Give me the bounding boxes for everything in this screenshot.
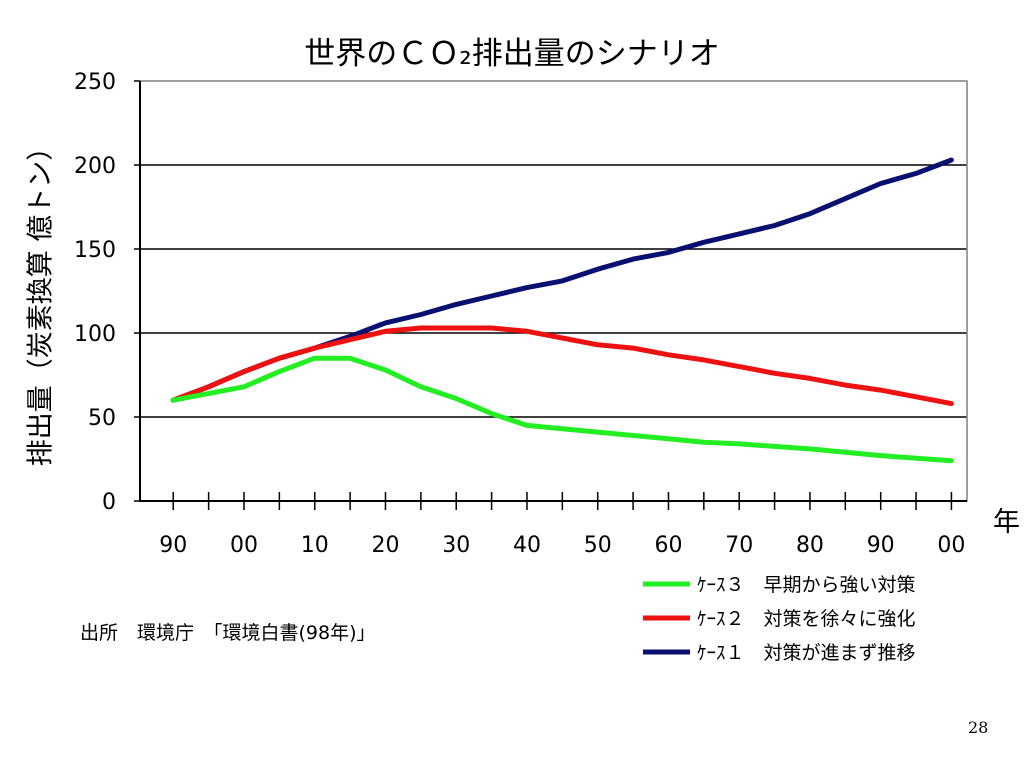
x-tick-label: 30 [442, 533, 470, 558]
x-tick-label: 40 [513, 533, 541, 558]
x-axis-unit-label: 年 [993, 507, 1020, 538]
y-tick-label: 150 [74, 238, 116, 263]
y-tick-label: 100 [74, 322, 116, 347]
plot-area-frame [139, 80, 968, 502]
series-line-1 [170, 355, 954, 464]
x-tick-label: 80 [796, 533, 824, 558]
legend-label: ｹｰｽ２ 対策を徐々に強化 [697, 608, 916, 630]
source-note: 出所 環境庁 「環境白書(98年)」 [80, 622, 376, 644]
axes [139, 81, 967, 510]
legend-label: ｹｰｽ１ 対策が進まず推移 [697, 642, 916, 664]
x-tick-label: 90 [159, 533, 187, 558]
legend-label: ｹｰｽ３ 早期から強い対策 [697, 574, 916, 596]
grid-lines [140, 164, 967, 418]
x-tick-label: 90 [867, 533, 895, 558]
y-tick-label: 0 [102, 490, 116, 515]
y-tick-label: 50 [88, 406, 116, 431]
tick-labels: 0 50 100 150 200 250 90 00 10 20 30 40 50 60 70 80 90 00 [74, 70, 965, 558]
x-tick-label: 00 [230, 533, 258, 558]
series-group [170, 157, 954, 464]
series-line-3 [170, 157, 954, 403]
x-tick-label: 00 [937, 533, 965, 558]
x-tick-label: 50 [584, 533, 612, 558]
x-tick-label: 60 [654, 533, 682, 558]
series-line-2 [170, 325, 954, 407]
x-tick-label: 20 [371, 533, 399, 558]
y-tick-label: 250 [74, 70, 116, 95]
legend: ｹｰｽ３ 早期から強い対策 ｹｰｽ２ 対策を徐々に強化 ｹｰｽ１ 対策が進まず推移 [643, 574, 916, 664]
x-tick-label: 10 [301, 533, 329, 558]
y-tick-label: 200 [74, 154, 116, 179]
page-number: 28 [968, 718, 989, 737]
x-tick-label: 70 [725, 533, 753, 558]
chart-title: 世界のＣＯ₂排出量のシナリオ [304, 36, 720, 72]
